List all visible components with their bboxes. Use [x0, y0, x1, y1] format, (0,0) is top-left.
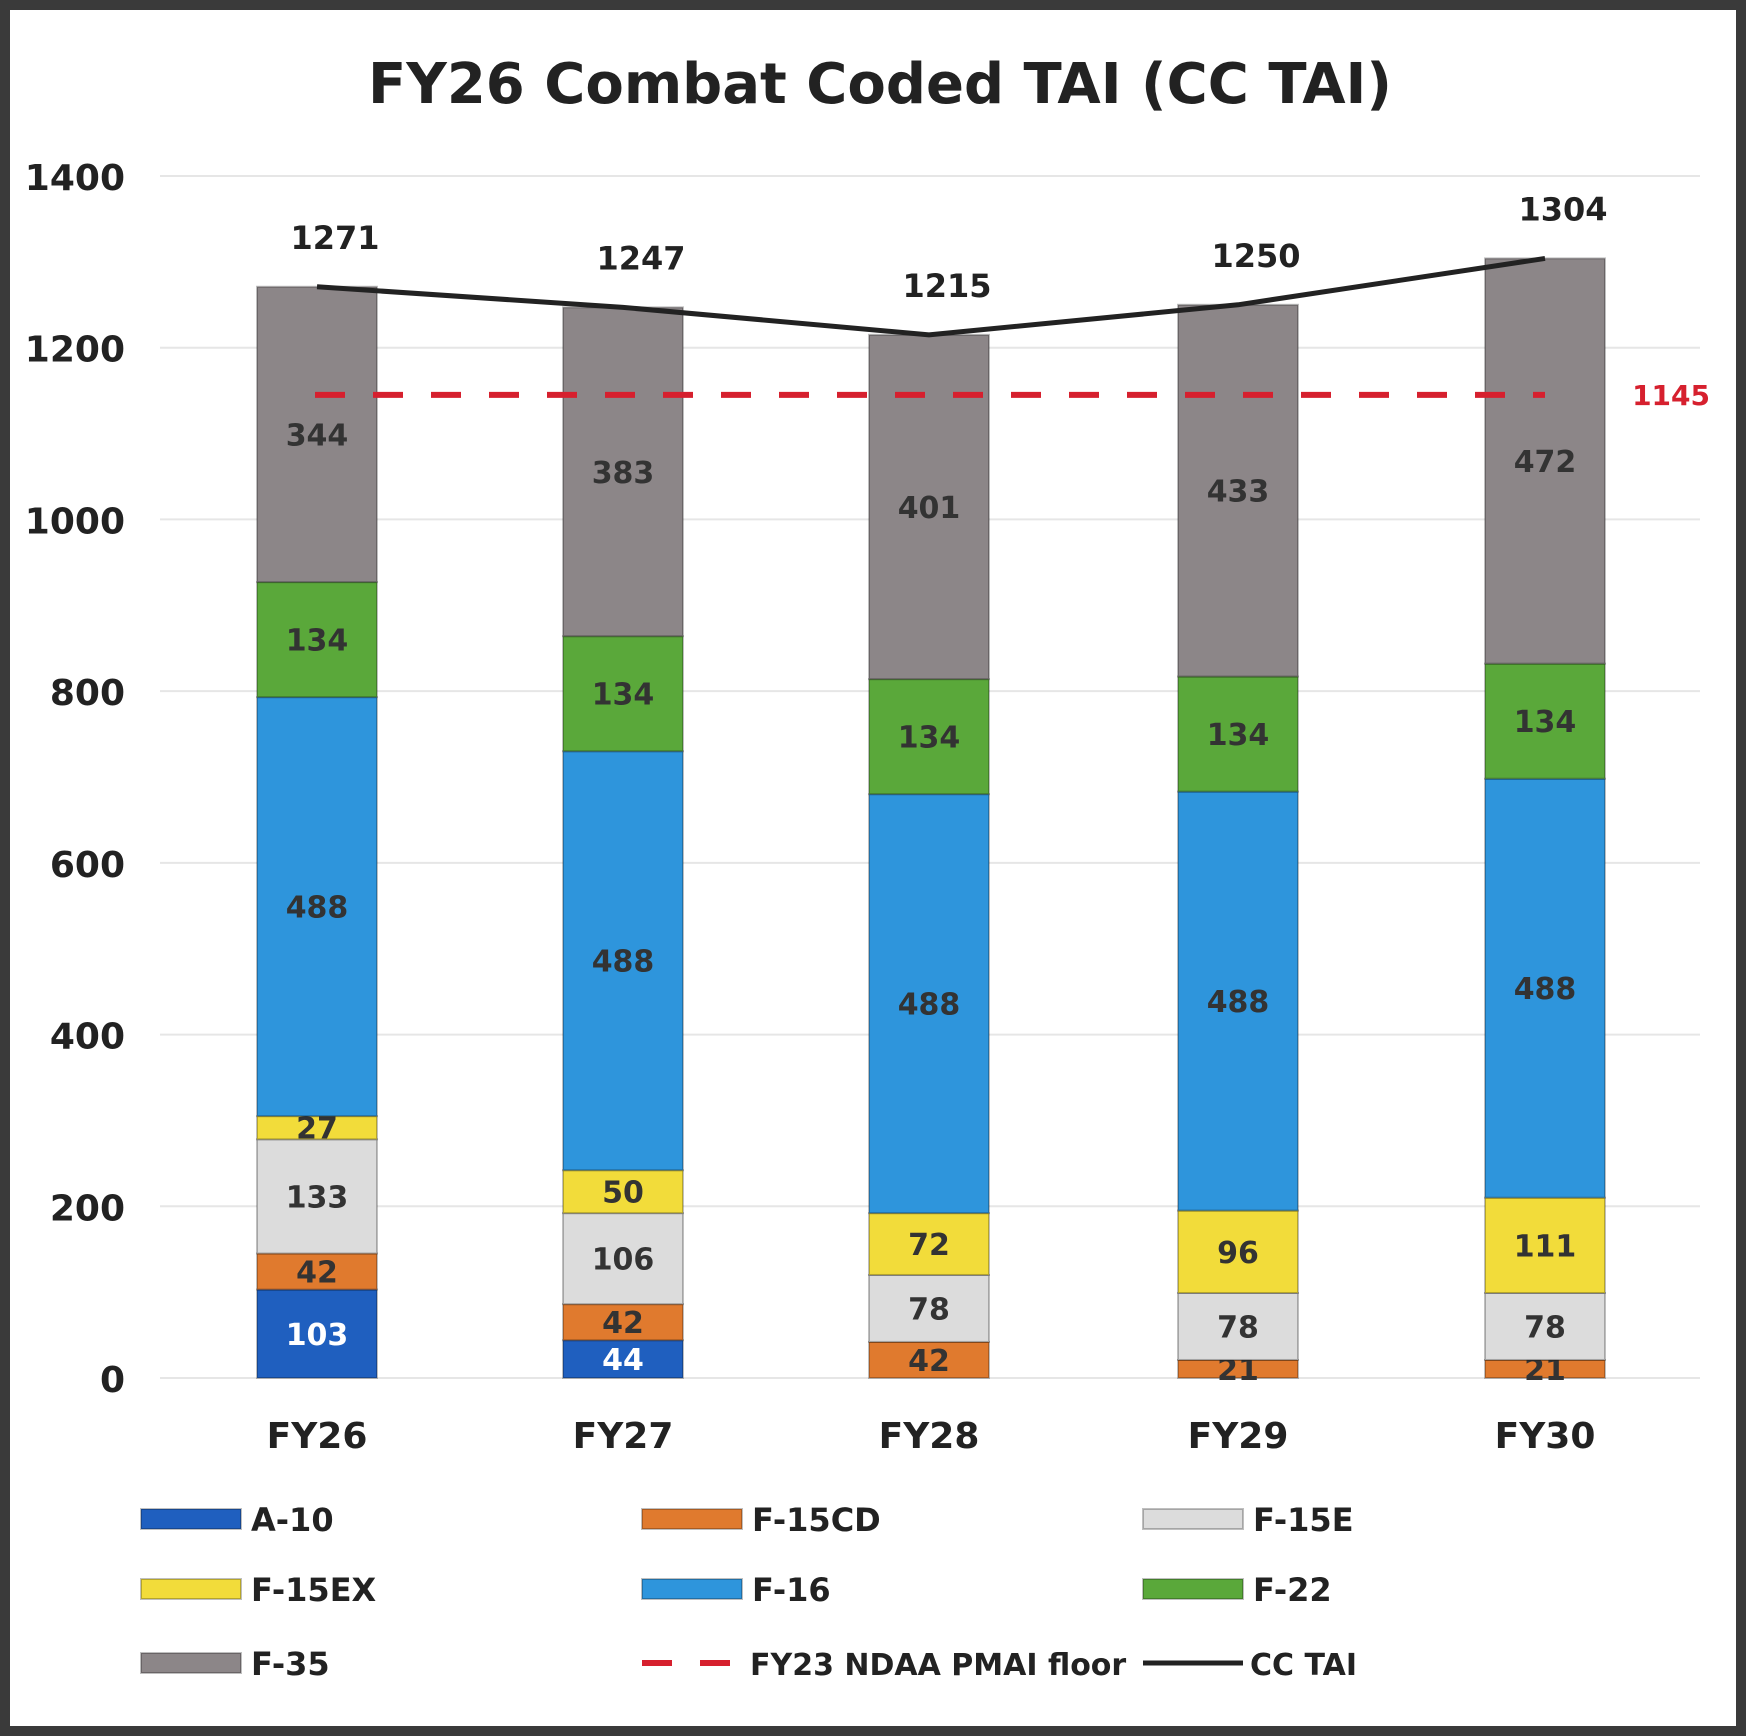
x-tick-label: FY27 [573, 1416, 674, 1457]
bar-segment [256, 696, 378, 1118]
bar-segment [562, 635, 684, 753]
bar-segment [562, 1212, 684, 1306]
y-tick-label: 1400 [25, 158, 125, 199]
data-label: 488 [898, 988, 961, 1023]
bar-segment [1484, 777, 1606, 1199]
bar-segment [256, 581, 378, 699]
y-tick-label: 1000 [25, 501, 125, 542]
legend-label: CC TAI [1250, 1648, 1357, 1683]
data-label: 27 [296, 1112, 338, 1147]
legend-swatch [140, 1652, 242, 1674]
y-tick-label: 0 [100, 1360, 125, 1401]
data-label: 134 [898, 721, 961, 756]
bar-segment [1177, 675, 1299, 793]
data-label: 111 [1514, 1229, 1577, 1264]
bar-segment [868, 1212, 990, 1276]
bar-segment [562, 306, 684, 638]
cc-tai-label: 1247 [596, 239, 685, 277]
bar-segment [1484, 1292, 1606, 1361]
legend-swatch [1142, 1508, 1244, 1530]
legend-swatch [140, 1578, 242, 1600]
bar-segment [256, 1288, 378, 1379]
bar-segment [562, 750, 684, 1172]
bar-segment [1177, 303, 1299, 678]
bar-segment [256, 285, 378, 584]
legend-label: F-15E [1253, 1501, 1354, 1539]
data-label: 344 [286, 418, 349, 453]
bar-segment [868, 1273, 990, 1343]
legend-label: F-35 [251, 1645, 330, 1683]
legend-swatch [641, 1578, 743, 1600]
cc-tai-label: 1271 [290, 219, 379, 257]
legend-label: A-10 [251, 1501, 334, 1539]
bar-segment [562, 1303, 684, 1342]
data-label: 133 [286, 1180, 349, 1215]
y-tick-label: 800 [50, 673, 125, 714]
data-label: 42 [296, 1256, 338, 1291]
legend-swatch [140, 1508, 242, 1530]
bar-segment [256, 1252, 378, 1291]
legend-label: F-15EX [251, 1571, 377, 1609]
data-label: 134 [1514, 705, 1577, 740]
bar-segment [1177, 1292, 1299, 1361]
y-tick-label: 1200 [25, 330, 125, 371]
data-label: 488 [1207, 985, 1270, 1020]
bar-segment [1177, 790, 1299, 1212]
pmai-floor-label: 1145 [1632, 379, 1710, 412]
x-tick-label: FY30 [1495, 1416, 1596, 1457]
data-label: 106 [592, 1243, 655, 1278]
data-label: 72 [908, 1228, 950, 1263]
data-label: 96 [1217, 1236, 1259, 1271]
data-label: 488 [1514, 972, 1577, 1007]
cc-tai-label: 1250 [1211, 237, 1300, 275]
data-label: 78 [1524, 1310, 1566, 1345]
y-tick-label: 600 [50, 845, 125, 886]
legend-label: FY23 NDAA PMAI floor [750, 1648, 1126, 1683]
data-label: 472 [1514, 445, 1577, 480]
legend-label: F-15CD [752, 1501, 881, 1539]
bar-segment [868, 793, 990, 1215]
legend-label: F-22 [1253, 1571, 1332, 1609]
data-label: 383 [592, 456, 655, 491]
bar-segment [1484, 662, 1606, 780]
bar-segment [1484, 257, 1606, 665]
legend-label: F-16 [752, 1571, 831, 1609]
cc-tai-label: 1215 [902, 267, 991, 305]
y-tick-label: 400 [50, 1017, 125, 1058]
legend-swatch [1142, 1578, 1244, 1600]
data-label: 488 [592, 945, 655, 980]
data-label: 42 [908, 1344, 950, 1379]
data-label: 134 [286, 624, 349, 659]
data-label: 134 [1207, 718, 1270, 753]
legend-swatch [641, 1508, 743, 1530]
data-label: 488 [286, 891, 349, 926]
data-label: 78 [908, 1292, 950, 1327]
data-label: 50 [602, 1176, 644, 1211]
data-label: 134 [592, 678, 655, 713]
data-label: 433 [1207, 475, 1270, 510]
y-tick-label: 200 [50, 1188, 125, 1229]
cc-tai-line [316, 255, 1546, 338]
data-label: 44 [602, 1343, 644, 1378]
data-label: 401 [898, 491, 961, 526]
bar-segment [256, 1138, 378, 1255]
data-label: 42 [602, 1306, 644, 1341]
bar-segment [1484, 1196, 1606, 1295]
x-tick-label: FY26 [267, 1416, 368, 1457]
bar-segment [868, 678, 990, 796]
cc-tai-label: 1304 [1518, 190, 1607, 228]
data-label: 78 [1217, 1310, 1259, 1345]
data-label: 103 [286, 1318, 349, 1353]
chart-title: FY26 Combat Coded TAI (CC TAI) [368, 52, 1392, 117]
x-tick-label: FY28 [879, 1416, 980, 1457]
bar-segment [562, 1169, 684, 1215]
x-tick-label: FY29 [1188, 1416, 1289, 1457]
